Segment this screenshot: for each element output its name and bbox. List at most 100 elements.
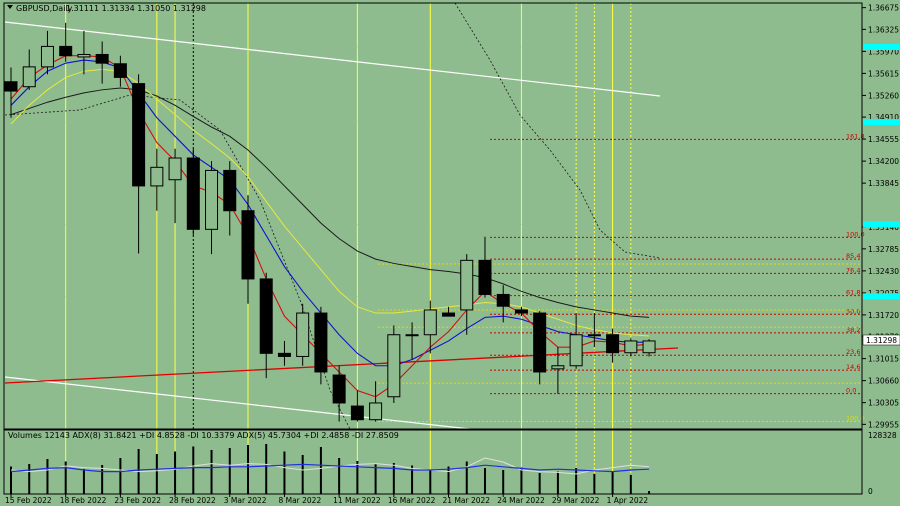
fib-level-label: 50.0 xyxy=(846,307,860,315)
bear-candle xyxy=(332,365,346,422)
candle-body xyxy=(22,66,36,88)
price-tick-label: 1.36675 xyxy=(868,4,899,13)
bear-candle xyxy=(277,340,291,366)
price-tick-label: 1.34555 xyxy=(868,135,899,144)
date-tick-label: 3 Mar 2022 xyxy=(224,496,267,505)
cyan-price-marker xyxy=(863,44,900,51)
bull-candle xyxy=(587,313,601,348)
bear-candle xyxy=(442,306,456,317)
fib-level-label: 61.8 xyxy=(846,289,860,297)
bear-candle xyxy=(606,328,620,363)
date-tick-label: 21 Mar 2022 xyxy=(443,496,491,505)
date-tick-label: 24 Mar 2022 xyxy=(497,496,545,505)
bull-candle xyxy=(551,347,565,394)
bull-candle xyxy=(296,303,310,366)
fib-level-label: 0.0 xyxy=(846,387,856,395)
candle-body xyxy=(95,53,109,64)
trendlines xyxy=(4,2,679,430)
cyan-price-marker xyxy=(863,293,900,300)
candle-body xyxy=(423,309,437,336)
fib-level-label: 23.6 xyxy=(846,348,860,356)
candle-body xyxy=(59,45,73,57)
candle-body xyxy=(369,402,383,421)
candle-body xyxy=(4,81,18,92)
chart-symbol-title: GBPUSD,Daily xyxy=(16,4,73,13)
current-price-label: 1.31298 xyxy=(866,336,897,345)
candle-body xyxy=(624,340,638,354)
bull-candle xyxy=(405,322,419,360)
price-tick-label: 1.32785 xyxy=(868,245,899,254)
support-trendline xyxy=(4,347,679,384)
candle-body xyxy=(496,293,510,307)
bear-candle xyxy=(95,41,109,84)
bear-candle xyxy=(4,67,18,118)
volume-axis-max: 128328 xyxy=(868,431,897,440)
bull-candle xyxy=(423,300,437,354)
chart-ohlc-values: 1.31111 1.31334 1.31050 1.31298 xyxy=(66,4,206,13)
price-tick-label: 1.35615 xyxy=(868,69,899,78)
adx-blue-line xyxy=(10,463,650,473)
candle-body xyxy=(405,334,419,337)
bull-candle xyxy=(77,30,91,75)
lower-envelope-line xyxy=(4,94,351,430)
candle-body xyxy=(132,83,146,187)
candle-body xyxy=(150,166,164,187)
bear-candle xyxy=(113,55,127,87)
fib-level-label: 85.4 xyxy=(846,252,860,260)
vertical-marker-lines xyxy=(65,3,632,494)
candle-body xyxy=(350,405,364,421)
bull-candle xyxy=(460,254,474,335)
chart-menu-icon[interactable] xyxy=(7,5,13,9)
candle-body xyxy=(296,312,310,357)
fibonacci-levels: 161.8 100.0 85.4 76.4 61.8 50.0 38.2 23.6 14.6 0.… xyxy=(378,132,865,423)
price-tick-label: 1.30660 xyxy=(868,377,899,386)
price-axis: 1.36675 1.36325 1.35970 1.35615 1.35260 1.349… xyxy=(862,4,900,429)
fib-level-label: 100.0 xyxy=(846,230,865,238)
candle-body xyxy=(387,334,401,398)
bull-candle xyxy=(569,313,583,369)
bull-candle xyxy=(642,339,656,357)
candle-body xyxy=(186,157,200,230)
bear-candle xyxy=(223,161,237,236)
upper-envelope-line xyxy=(454,2,661,259)
bull-candle xyxy=(22,49,36,90)
candle-body xyxy=(314,312,328,373)
adx-light-line xyxy=(10,457,650,475)
price-tick-label: 1.35970 xyxy=(868,47,899,56)
date-tick-label: 15 Feb 2022 xyxy=(5,496,52,505)
bear-candle xyxy=(132,74,146,254)
candle-body xyxy=(113,63,127,78)
date-tick-label: 18 Feb 2022 xyxy=(60,496,107,505)
price-tick-label: 1.35260 xyxy=(868,91,899,100)
bull-candle xyxy=(150,148,164,211)
date-tick-label: 28 Feb 2022 xyxy=(169,496,216,505)
candle-body xyxy=(642,340,656,354)
bull-candle xyxy=(387,325,401,403)
bear-candle xyxy=(59,22,73,62)
candle-body xyxy=(514,309,528,314)
price-tick-label: 1.32430 xyxy=(868,267,899,276)
price-tick-label: 1.34200 xyxy=(868,157,899,166)
bull-candle xyxy=(205,161,219,255)
candles xyxy=(4,22,656,422)
price-tick-label: 1.34910 xyxy=(868,113,899,122)
candle-body xyxy=(241,210,255,280)
date-tick-label: 8 Mar 2022 xyxy=(278,496,321,505)
fib-level-label: 161.8 xyxy=(846,132,865,140)
date-tick-label: 29 Mar 2022 xyxy=(552,496,600,505)
candle-body xyxy=(478,259,492,295)
candle-body xyxy=(223,169,237,212)
ma-black-line xyxy=(10,87,650,318)
candle-body xyxy=(277,352,291,357)
volume-panel xyxy=(10,444,651,494)
price-tick-label: 1.31720 xyxy=(868,311,899,320)
cyan-price-marker xyxy=(863,119,900,126)
lower-channel-trendline xyxy=(4,376,471,430)
price-tick-label: 1.30305 xyxy=(868,399,899,408)
bear-candle xyxy=(533,311,547,385)
bear-candle xyxy=(259,272,273,379)
candle-body xyxy=(332,374,346,404)
bull-candle xyxy=(168,148,182,224)
candle-body xyxy=(77,53,91,58)
